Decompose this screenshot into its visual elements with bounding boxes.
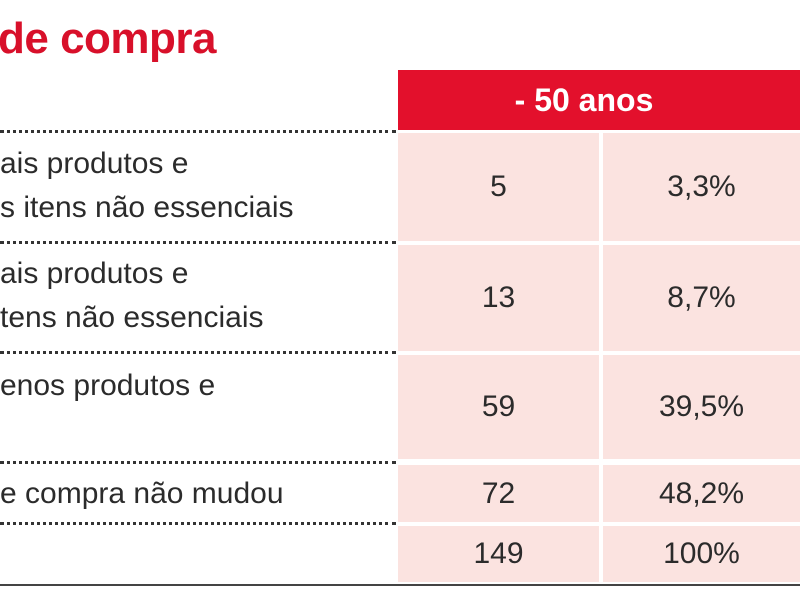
row-divider xyxy=(0,351,396,354)
row-label: e compra não mudou xyxy=(0,472,392,516)
cell-percent: 8,7% xyxy=(603,245,800,351)
cell-percent-total: 100% xyxy=(603,526,800,582)
column-header-under-50: - 50 anos xyxy=(398,70,800,130)
cell-count: 5 xyxy=(398,133,599,241)
row-label-line: ais produtos e xyxy=(0,257,189,290)
row-divider xyxy=(0,130,396,133)
row-divider xyxy=(0,461,396,464)
row-label-line: e compra não mudou xyxy=(0,477,284,510)
cell-percent: 3,3% xyxy=(603,133,800,241)
table-bottom-rule xyxy=(0,584,800,586)
row-label-line: s itens não essenciais xyxy=(0,191,294,224)
cell-count-total: 149 xyxy=(398,526,599,582)
cell-percent: 39,5% xyxy=(603,355,800,459)
page-title: de compra xyxy=(0,14,217,63)
cell-percent: 48,2% xyxy=(603,465,800,522)
row-divider xyxy=(0,522,396,525)
cell-count: 72 xyxy=(398,465,599,522)
row-label: ais produtos e s itens não essenciais xyxy=(0,142,392,230)
row-label-line: ais produtos e xyxy=(0,147,189,180)
row-label-line: enos produtos e xyxy=(0,369,216,402)
row-divider xyxy=(0,241,396,244)
row-label-line: tens não essenciais xyxy=(0,301,264,334)
cell-count: 13 xyxy=(398,245,599,351)
row-label: enos produtos e xyxy=(0,364,392,408)
cell-count: 59 xyxy=(398,355,599,459)
row-label: ais produtos e tens não essenciais xyxy=(0,252,392,340)
